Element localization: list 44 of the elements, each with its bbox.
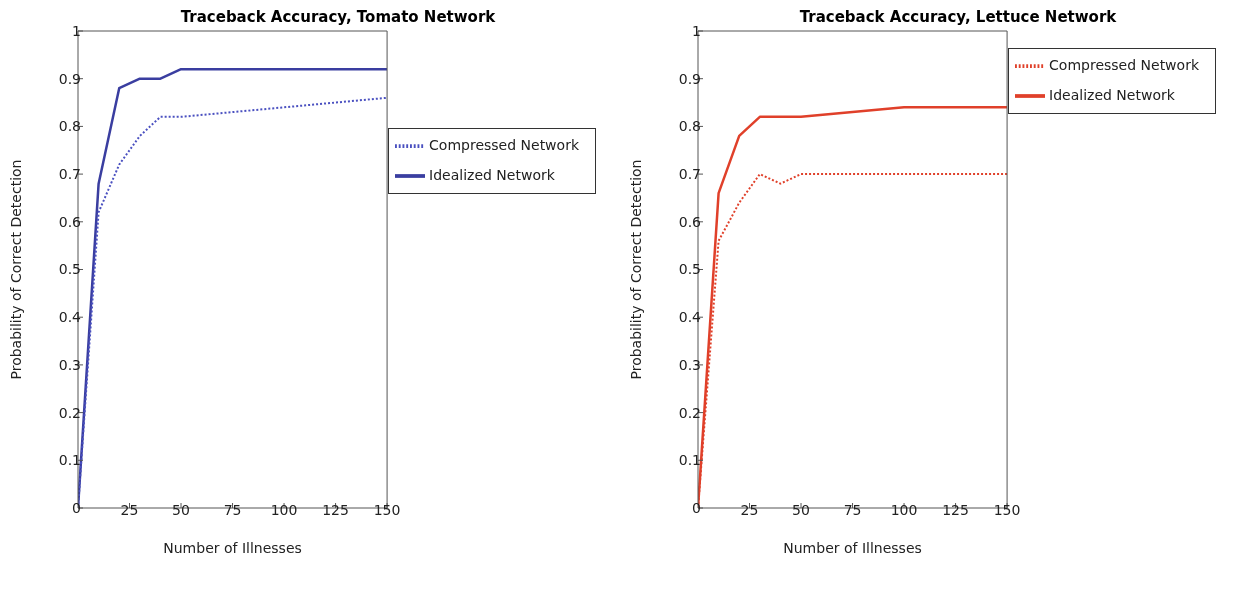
legend-label: Idealized Network bbox=[429, 167, 555, 183]
y-tick-label: 0.3 bbox=[58, 356, 81, 373]
x-tick-label: 75 bbox=[843, 501, 862, 518]
y-tick-label: 0 bbox=[692, 499, 701, 516]
y-tick-label: 1 bbox=[72, 22, 81, 39]
y-tick-label: 0.6 bbox=[58, 213, 82, 230]
y-tick-label: 0.4 bbox=[678, 309, 702, 326]
y-tick-label: 0.5 bbox=[58, 261, 81, 278]
x-tick-label: 25 bbox=[120, 501, 139, 518]
y-tick-label: 0.9 bbox=[678, 70, 701, 87]
chart-title: Traceback Accuracy, Tomato Network bbox=[180, 8, 496, 26]
legend-label: Compressed Network bbox=[1049, 57, 1199, 73]
y-tick-label: 0.2 bbox=[678, 404, 701, 421]
x-tick-label: 125 bbox=[942, 501, 969, 518]
legend-label: Idealized Network bbox=[1049, 87, 1175, 103]
y-tick-label: 0.4 bbox=[58, 309, 82, 326]
y-axis-title: Probability of Correct Detection bbox=[627, 159, 644, 380]
y-tick-label: 0.7 bbox=[678, 166, 701, 183]
x-tick-label: 150 bbox=[993, 501, 1021, 518]
x-tick-label: 25 bbox=[740, 501, 759, 518]
x-tick-label: 50 bbox=[792, 501, 810, 518]
y-tick-label: 0.7 bbox=[58, 166, 81, 183]
y-tick-label: 0.2 bbox=[58, 404, 81, 421]
x-axis-title: Number of Illnesses bbox=[163, 540, 302, 556]
y-tick-label: 0.1 bbox=[678, 452, 701, 469]
x-tick-label: 100 bbox=[270, 501, 298, 518]
y-tick-label: 0.5 bbox=[678, 261, 701, 278]
y-axis-title: Probability of Correct Detection bbox=[7, 159, 24, 380]
x-tick-label: 100 bbox=[890, 501, 918, 518]
y-tick-label: 0.3 bbox=[678, 356, 701, 373]
y-tick-label: 1 bbox=[692, 22, 701, 39]
y-tick-label: 0.9 bbox=[58, 70, 81, 87]
legend-label: Compressed Network bbox=[429, 137, 579, 153]
y-tick-label: 0 bbox=[72, 499, 81, 516]
x-tick-label: 50 bbox=[172, 501, 190, 518]
chart-title: Traceback Accuracy, Lettuce Network bbox=[799, 8, 1117, 26]
x-tick-label: 150 bbox=[373, 501, 401, 518]
y-tick-label: 0.1 bbox=[58, 452, 81, 469]
x-tick-label: 75 bbox=[223, 501, 242, 518]
x-axis-title: Number of Illnesses bbox=[783, 540, 922, 556]
y-tick-label: 0.6 bbox=[678, 213, 702, 230]
x-tick-label: 125 bbox=[322, 501, 349, 518]
y-tick-label: 0.8 bbox=[58, 118, 81, 135]
y-tick-label: 0.8 bbox=[678, 118, 701, 135]
